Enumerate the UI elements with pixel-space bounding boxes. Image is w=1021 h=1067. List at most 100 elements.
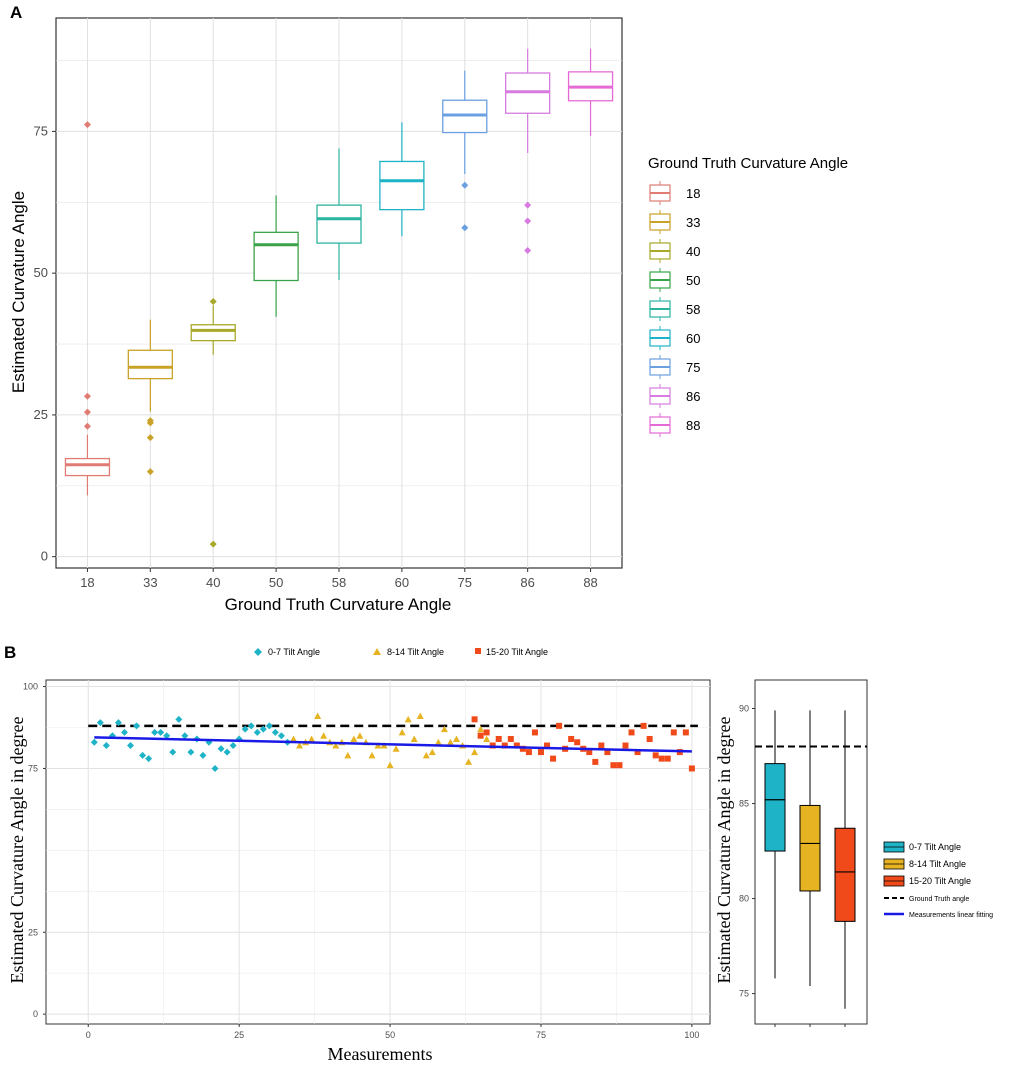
point-8-14-tilt [344,751,352,759]
point-8-14-tilt [398,728,406,736]
point-8-14-tilt [477,725,485,733]
point-8-14-tilt [483,735,491,742]
point-15-20-tilt [664,755,671,762]
inset-legend-label-0-7: 0-7 Tilt Angle [909,842,961,852]
legend-label-18: 18 [686,186,700,201]
point-0-7-tilt [253,728,261,736]
panel-a-x-axis-title: Ground Truth Curvature Angle [225,595,452,614]
y-tick-label: 0 [41,549,48,564]
point-8-14-tilt [471,748,479,756]
outlier-point [146,434,154,442]
legend-diamond-0-7 [254,648,262,656]
point-0-7-tilt [151,728,159,736]
legend-square-15-20 [475,648,481,654]
y-tick-label: 75 [28,763,38,773]
panel-b-chart: 0 25 75 100 0 25 50 75 100 [23,679,711,1040]
panel-a-legend: 18 33 40 50 58 60 75 86 88 [649,181,700,437]
inset-legend-label-fit: Measurements linear fitting [909,912,993,919]
outlier-point [83,408,91,416]
point-15-20-tilt [634,749,641,756]
point-15-20-tilt [483,729,490,736]
point-15-20-tilt [471,716,478,723]
point-0-7-tilt [96,719,104,727]
point-0-7-tilt [217,745,225,753]
point-0-7-tilt [211,764,219,772]
point-0-7-tilt [145,755,153,763]
point-15-20-tilt [622,742,629,749]
x-tick-label: 58 [332,575,346,590]
point-0-7-tilt [277,732,285,740]
outlier-point [209,298,217,306]
point-8-14-tilt [392,745,400,752]
point-0-7-tilt [139,751,147,759]
point-15-20-tilt [495,735,502,742]
x-tick-label: 50 [269,575,283,590]
x-tick-label: 40 [206,575,220,590]
legend-label-0-7: 0-7 Tilt Angle [268,647,320,657]
legend-label-75: 75 [686,360,700,375]
point-15-20-tilt [537,749,544,756]
point-8-14-tilt [416,712,424,720]
outlier-point [146,419,154,427]
box-50 [253,231,299,282]
point-15-20-tilt [610,762,617,769]
panel-a-y-axis-title: Estimated Curvature Angle [9,191,28,393]
inset-box-2 [834,827,856,922]
legend-label-50: 50 [686,273,700,288]
point-8-14-tilt [332,742,340,749]
inset-box-0 [764,763,786,852]
point-15-20-tilt [646,735,653,742]
point-8-14-tilt [350,735,358,742]
outlier-point [83,392,91,400]
point-15-20-tilt [688,765,695,772]
legend-label-15-20: 15-20 Tilt Angle [486,647,548,657]
point-15-20-tilt [531,729,538,736]
point-8-14-tilt [452,735,460,742]
point-8-14-tilt [296,742,304,749]
point-15-20-tilt [616,762,623,769]
inset-y-tick-label: 75 [739,989,749,999]
outlier-point [524,217,532,225]
panel-b-y-axis-title: Estimated Curvature Angle in degree [7,717,27,984]
x-tick-label: 60 [395,575,409,590]
panel-b-plot-area [45,679,711,1025]
panel-a-legend-title: Ground Truth Curvature Angle [648,155,848,172]
box-18 [64,457,111,477]
legend-label-58: 58 [686,302,700,317]
legend-label-86: 86 [686,389,700,404]
point-0-7-tilt [271,728,279,736]
panel-label-b: B [4,643,16,662]
point-0-7-tilt [181,732,189,740]
legend-label-88: 88 [686,418,700,433]
point-15-20-tilt [507,735,514,742]
point-15-20-tilt [519,745,526,752]
linear-fit-line [94,736,692,753]
point-15-20-tilt [525,749,532,756]
point-8-14-tilt [386,761,394,769]
x-tick-label: 0 [86,1030,91,1040]
outlier-point [146,468,154,476]
x-tick-label: 86 [520,575,534,590]
point-0-7-tilt [163,732,171,740]
point-15-20-tilt [682,729,689,736]
point-15-20-tilt [544,742,551,749]
y-tick-label: 75 [34,123,48,138]
inset-legend-label-15-20: 15-20 Tilt Angle [909,876,971,886]
outlier-point [461,224,469,232]
point-0-7-tilt [247,722,255,730]
point-0-7-tilt [223,748,231,756]
outlier-point [209,540,217,548]
point-15-20-tilt [652,752,659,759]
y-tick-label: 100 [23,682,38,692]
inset-y-tick-label: 90 [739,704,749,714]
point-0-7-tilt [102,742,110,750]
outlier-point [524,201,532,209]
point-0-7-tilt [175,715,183,723]
legend-triangle-8-14 [373,648,381,655]
point-8-14-tilt [368,751,376,759]
box-58 [316,204,362,244]
point-0-7-tilt [229,742,237,750]
box-60 [379,160,425,211]
panel-b-x-axis-title: Measurements [328,1044,433,1064]
